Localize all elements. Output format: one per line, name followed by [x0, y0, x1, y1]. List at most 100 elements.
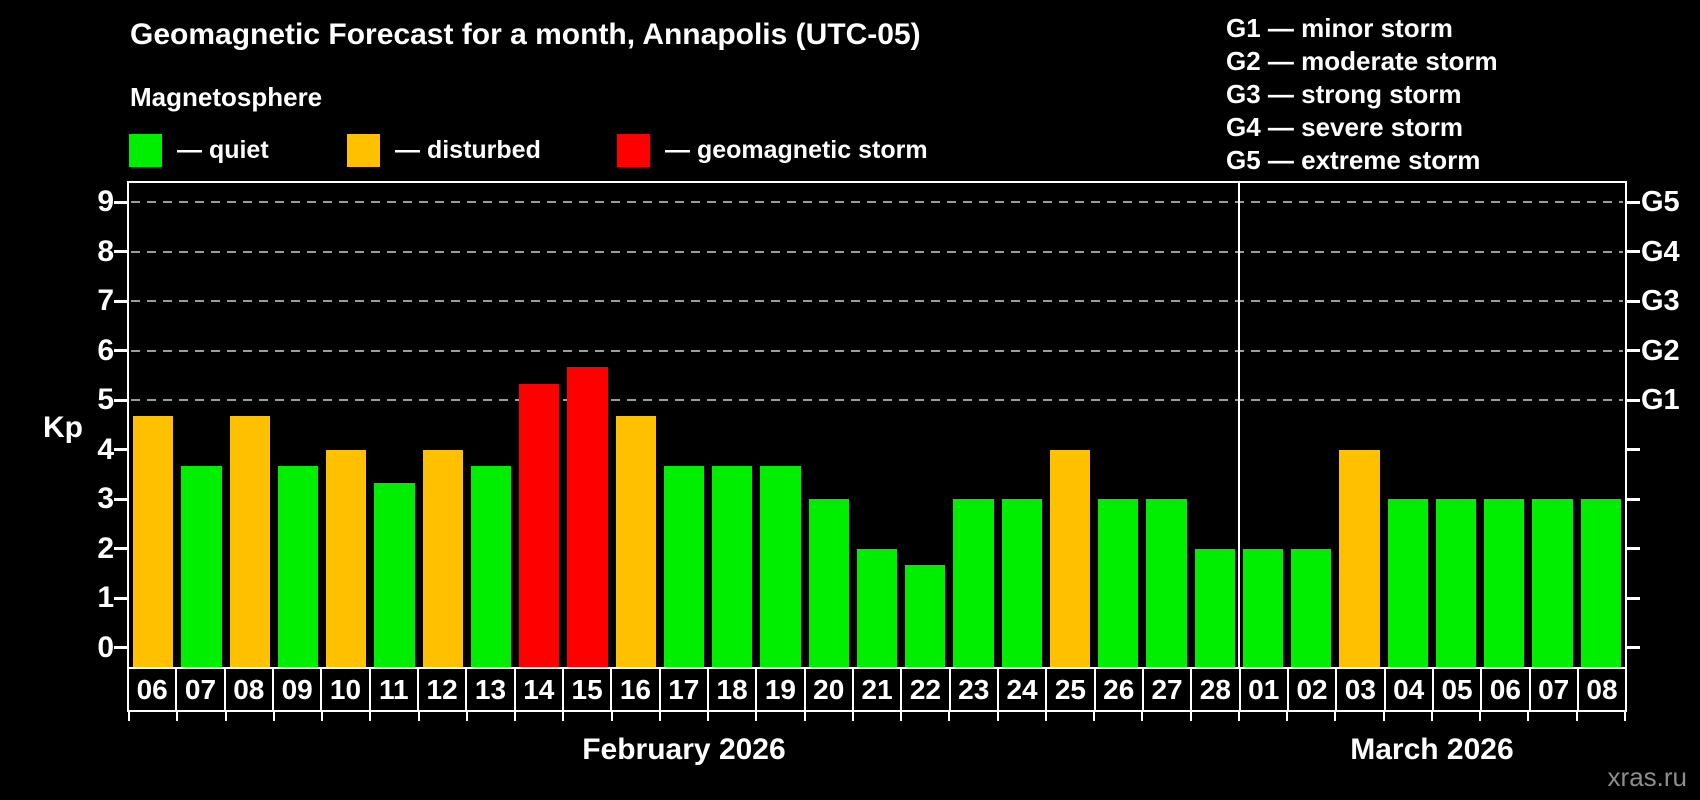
storm-scale-item: G4 — severe storm: [1226, 112, 1464, 142]
kp-bar: [422, 449, 463, 667]
kp-bar: [1049, 449, 1091, 667]
kp-bar: [1291, 548, 1332, 667]
day-boundary-tick: [1527, 712, 1530, 721]
right-axis-tick: [1627, 646, 1640, 649]
day-boundary-tick: [1430, 712, 1433, 721]
kp-bar: [470, 465, 512, 667]
legend-swatch-storm: [617, 134, 650, 167]
day-boundary-tick: [1382, 712, 1385, 721]
day-boundary-tick: [803, 712, 806, 721]
kp-bar: [1387, 499, 1428, 667]
day-boundary-tick: [1044, 712, 1047, 721]
kp-bar: [326, 449, 367, 667]
day-boundary-tick: [610, 712, 613, 721]
g-level-label-g2: G2: [1641, 334, 1680, 367]
kp-bar: [1194, 548, 1235, 667]
legend-item-disturbed: — disturbed: [347, 134, 541, 167]
legend-swatch-quiet: [129, 134, 162, 167]
kp-bar: [953, 499, 994, 667]
kp-bar: [1146, 499, 1187, 667]
day-label: 18: [709, 669, 758, 710]
day-boundary-tick: [514, 712, 517, 721]
day-label: 06: [1482, 669, 1531, 710]
day-boundary-tick: [1093, 712, 1096, 721]
day-label: 01: [1241, 669, 1289, 710]
kp-bar: [615, 416, 656, 667]
day-boundary-tick: [948, 712, 951, 721]
gridline-kp8: [131, 250, 1623, 253]
right-axis-tick: [1627, 547, 1640, 550]
kp-bar: [277, 465, 319, 667]
g-level-label-g1: G1: [1641, 384, 1680, 416]
day-label: 22: [902, 669, 951, 710]
day-boundary-tick: [128, 712, 130, 721]
y-tick-label: 5: [97, 383, 114, 416]
day-label: 28: [1192, 669, 1241, 710]
gridline-kp5: [131, 399, 1623, 401]
legend-label-disturbed: — disturbed: [395, 136, 541, 164]
y-tick-label: 0: [97, 630, 114, 664]
right-axis-tick: [1627, 596, 1640, 600]
day-label: 19: [757, 669, 806, 710]
x-axis-day-labels: 06 07 08 09 10 11 12 13 14 15 16 17 18 19 20 21 22 23 24 25…: [127, 667, 1627, 712]
day-label: 24: [999, 669, 1048, 710]
kp-bar: [1098, 499, 1139, 667]
right-axis-tick: [1627, 299, 1640, 303]
y-axis-tick: [114, 398, 127, 402]
day-label: 10: [322, 669, 371, 710]
storm-scale-legend: G1 — minor storm G2 — moderate storm G3 — …: [1226, 12, 1498, 177]
day-label: 13: [467, 669, 516, 710]
day-boundary-tick: [1624, 712, 1626, 721]
y-tick-label: 9: [97, 185, 114, 218]
legend-label-quiet: — quiet: [177, 136, 269, 164]
day-boundary-tick: [176, 712, 179, 721]
y-axis-tick: [114, 299, 127, 303]
day-boundary-tick: [1141, 712, 1144, 721]
g-level-label-g3: G3: [1641, 285, 1680, 317]
storm-scale-item: G5 — extreme storm: [1226, 145, 1481, 175]
kp-bar: [229, 416, 270, 667]
day-label: 23: [951, 669, 999, 710]
legend-item-quiet: — quiet: [129, 134, 269, 167]
storm-scale-item: G2 — moderate storm: [1226, 46, 1498, 76]
g-level-label-g4: G4: [1641, 235, 1680, 268]
day-label: 11: [371, 669, 419, 710]
gridline-kp6: [131, 349, 1623, 352]
right-axis-tick: [1627, 349, 1640, 352]
month-label: March 2026: [1350, 733, 1514, 766]
y-tick-label: 8: [97, 234, 114, 268]
kp-bar: [905, 564, 946, 667]
y-axis-tick: [114, 200, 127, 204]
day-boundary-tick: [996, 712, 999, 721]
day-boundary-tick: [272, 712, 275, 721]
right-axis-tick: [1627, 250, 1640, 253]
kp-bar: [712, 465, 753, 667]
day-boundary-tick: [1479, 712, 1482, 721]
y-tick-label: 3: [97, 482, 114, 515]
kp-bar: [663, 465, 705, 667]
gridline-kp7: [131, 300, 1623, 302]
kp-bar: [1339, 449, 1380, 667]
day-boundary-tick: [658, 712, 661, 721]
day-boundary-tick: [1334, 712, 1337, 721]
day-boundary-tick: [321, 712, 324, 721]
day-label: 07: [1531, 669, 1579, 710]
kp-bar: [856, 548, 898, 667]
day-label: 16: [612, 669, 661, 710]
kp-bar: [181, 465, 222, 667]
y-tick-label: 6: [97, 333, 114, 367]
y-axis-tick: [114, 448, 127, 451]
y-axis-tick: [114, 497, 127, 501]
day-label: 27: [1144, 669, 1193, 710]
day-label: 21: [854, 669, 903, 710]
kp-bar: [1001, 499, 1042, 667]
day-boundary-tick: [224, 712, 227, 721]
y-axis-tick: [114, 349, 127, 352]
kp-bar: [808, 499, 849, 667]
kp-bar: [567, 366, 608, 667]
right-axis-tick: [1627, 200, 1640, 204]
y-tick-label: 1: [97, 581, 114, 614]
day-label: 09: [274, 669, 323, 710]
day-label: 05: [1434, 669, 1483, 710]
